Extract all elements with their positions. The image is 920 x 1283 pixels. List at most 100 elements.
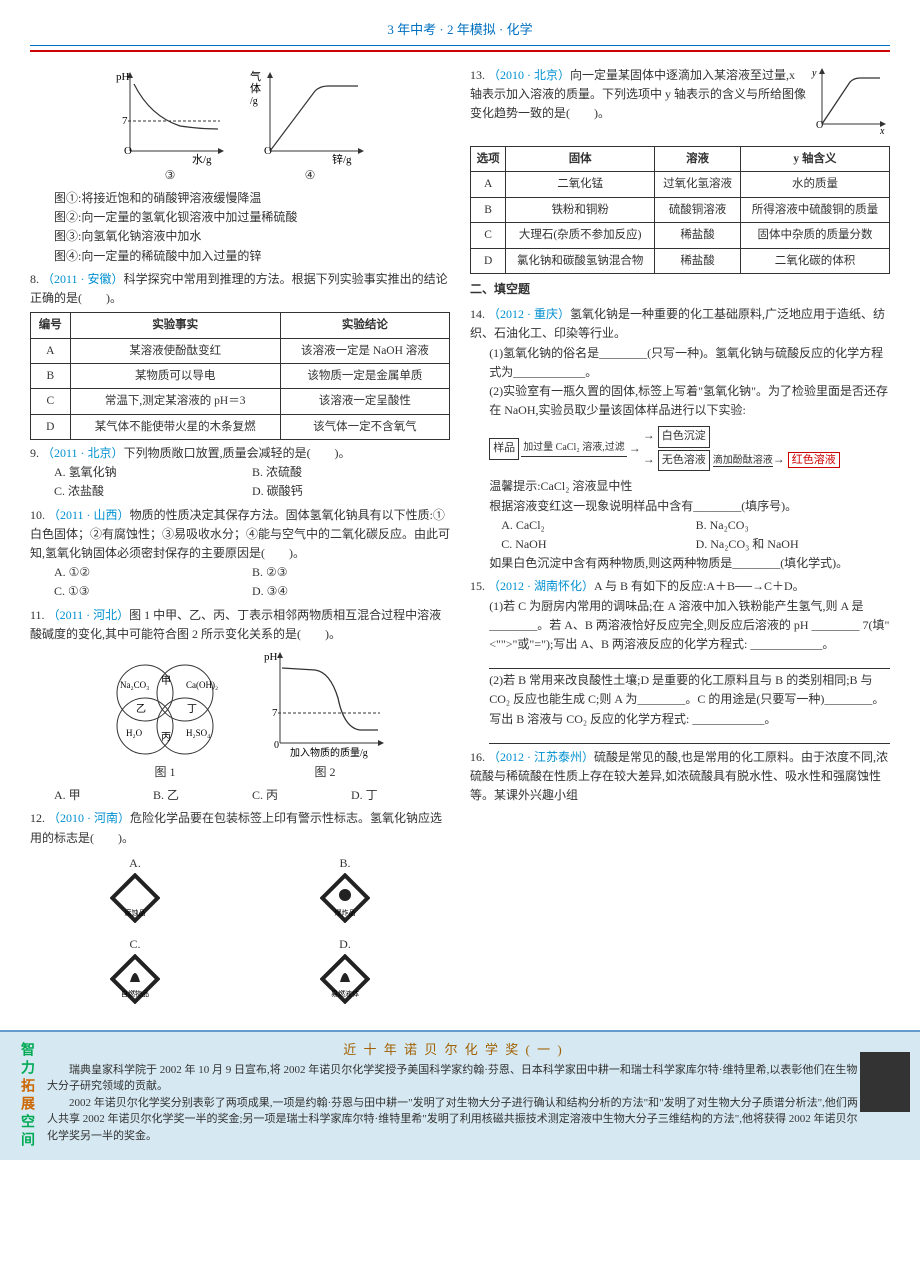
q8-num: 8. <box>30 272 39 286</box>
q14-p1: (1)氢氧化钠的俗名是________(只写一种)。氢氧化钠与硫酸反应的化学方程… <box>489 344 890 382</box>
q14-c: C. NaOH <box>501 535 695 554</box>
q13-graph: y x O <box>810 66 890 136</box>
q12-num: 12. <box>30 811 45 825</box>
svg-text:锌/g: 锌/g <box>332 152 352 166</box>
q9-stem: 下列物质敞口放置,质量会减轻的是( )。 <box>124 446 351 460</box>
svg-text:H₂O: H₂O <box>126 728 143 738</box>
fig2-label: 图 2 <box>260 763 390 782</box>
svg-text:O: O <box>264 145 272 157</box>
svg-text:丁: 丁 <box>187 704 197 715</box>
svg-text:腐蚀品: 腐蚀品 <box>125 908 146 917</box>
hazard-c: C. 自燃物品 <box>105 935 165 1010</box>
q12: 12. （2010 · 河南）危险化学品要在包装标签上印有警示性标志。氢氧化钠应… <box>30 809 450 1010</box>
svg-text:甲: 甲 <box>161 676 171 687</box>
q14-hint: 温馨提示:CaCl₂ 溶液显中性 <box>489 477 890 496</box>
q10-a: A. ①② <box>54 563 252 582</box>
q14-num: 14. <box>470 307 485 321</box>
q9-c: C. 浓盐酸 <box>54 482 252 501</box>
q14-p2a: (2)实验室有一瓶久置的固体,标签上写着"氢氧化钠"。为了检验里面是否还存在 N… <box>489 382 890 420</box>
q11-num: 11. <box>30 608 45 622</box>
header-rule <box>30 50 890 52</box>
venn-diagram: Na₂CO₃ Ca(OH)₂ H₂O H₂SO₄ 甲 乙 丙 丁 <box>90 648 240 763</box>
q11-a: A. 甲 <box>54 786 153 805</box>
q16-source: （2012 · 江苏泰州） <box>488 750 594 764</box>
q15: 15. （2012 · 湖南怀化）A 与 B 有如下的反应:A＋B──→C＋D。… <box>470 577 890 743</box>
svg-text:水/g: 水/g <box>192 153 212 166</box>
footer-title: 近 十 年 诺 贝 尔 化 学 奖 ( 一 ) <box>47 1040 860 1060</box>
footer-body: 瑞典皇家科学院于 2002 年 10 月 9 日宣布,将 2002 年诺贝尔化学… <box>47 1062 860 1145</box>
svg-text:气: 气 <box>250 69 261 83</box>
svg-text:pH: pH <box>116 71 130 83</box>
q14-d: D. Na₂CO₃ 和 NaOH <box>696 535 890 554</box>
q8-source: （2011 · 安徽） <box>42 272 124 286</box>
q7-opt-b: 图②:向一定量的氢氧化钡溶液中加过量稀硫酸 <box>54 208 450 227</box>
fig1-label: 图 1 <box>90 763 240 782</box>
svg-text:易燃液体: 易燃液体 <box>331 989 359 998</box>
content-columns: pH 水/g O 7 ③ 气体/g 锌/g O ④ 图①:将 <box>30 62 890 1017</box>
q8-table: 编号实验事实实验结论 A某溶液使酚酞变红该溶液一定是 NaOH 溶液 B某物质可… <box>30 312 450 440</box>
ph-curve: pH 7 0 加入物质的质量/g <box>260 648 390 763</box>
q16: 16. （2012 · 江苏泰州）硫酸是常见的酸,也是常用的化工原料。由于浓度不… <box>470 748 890 806</box>
hazard-a: A. 腐蚀品 <box>105 854 165 929</box>
section-2-title: 二、填空题 <box>470 280 890 299</box>
q12-source: （2010 · 河南） <box>48 811 130 825</box>
q13-table: 选项固体溶液y 轴含义 A二氧化锰过氧化氢溶液水的质量 B铁粉和铜粉硫酸铜溶液所… <box>470 146 890 274</box>
q14-p2c: 如果白色沉淀中含有两种物质,则这两种物质是________(填化学式)。 <box>489 554 890 573</box>
q15-source: （2012 · 湖南怀化） <box>488 579 594 593</box>
graph-num-3: ③ <box>110 166 230 185</box>
q11-b: B. 乙 <box>153 786 252 805</box>
q10-b: B. ②③ <box>252 563 450 582</box>
q10: 10. （2011 · 山西）物质的性质决定其保存方法。固体氢氧化钠具有以下性质… <box>30 506 450 602</box>
q7-opt-c: 图③:向氢氧化钠溶液中加水 <box>54 227 450 246</box>
q11: 11. （2011 · 河北）图 1 中甲、乙、丙、丁表示相邻两物质相互混合过程… <box>30 606 450 806</box>
q9-d: D. 碳酸钙 <box>252 482 450 501</box>
svg-text:pH: pH <box>264 651 278 663</box>
svg-text:爆炸品: 爆炸品 <box>335 908 356 917</box>
q15-p1: (1)若 C 为厨房内常用的调味品;在 A 溶液中加入铁粉能产生氢气,则 A 是… <box>489 597 890 655</box>
svg-text:乙: 乙 <box>136 703 146 715</box>
q11-source: （2011 · 河北） <box>48 608 130 622</box>
q15-stem: A 与 B 有如下的反应:A＋B──→C＋D。 <box>594 579 805 593</box>
q14-b: B. Na₂CO₃ <box>696 516 890 535</box>
footer-side-label: 智力拓展空间 <box>12 1040 41 1152</box>
svg-text:7: 7 <box>122 115 128 127</box>
q14-p2b: 根据溶液变红这一现象说明样品中含有________(填序号)。 <box>489 497 890 516</box>
svg-text:O: O <box>124 145 132 157</box>
svg-text:O: O <box>816 120 823 131</box>
hazard-b: B. 爆炸品 <box>315 854 375 929</box>
graph-num-4: ④ <box>250 166 370 185</box>
q10-source: （2011 · 山西） <box>48 508 130 522</box>
q9: 9. （2011 · 北京）下列物质敞口放置,质量会减轻的是( )。 A. 氢氧… <box>30 444 450 502</box>
graph-ph-water: pH 水/g O 7 <box>110 66 230 166</box>
svg-text:加入物质的质量/g: 加入物质的质量/g <box>290 746 368 759</box>
svg-text:自燃物品: 自燃物品 <box>121 989 149 998</box>
q7-graphs: pH 水/g O 7 ③ 气体/g 锌/g O ④ <box>30 66 450 185</box>
q13: y x O 13. （2010 · 北京）向一定量某固体中逐滴加入某溶液至过量,… <box>470 66 890 274</box>
footer: 智力拓展空间 近 十 年 诺 贝 尔 化 学 奖 ( 一 ) 瑞典皇家科学院于 … <box>0 1030 920 1160</box>
svg-text:y: y <box>811 68 817 79</box>
svg-text:7: 7 <box>272 707 278 719</box>
svg-text:丙: 丙 <box>161 732 171 743</box>
footer-photo <box>860 1052 910 1112</box>
q9-num: 9. <box>30 446 39 460</box>
svg-text:x: x <box>879 126 885 136</box>
q13-num: 13. <box>470 68 485 82</box>
q7-opt-d: 图④:向一定量的稀硫酸中加入过量的锌 <box>54 247 450 266</box>
q10-c: C. ①③ <box>54 582 252 601</box>
q8: 8. （2011 · 安徽）科学探究中常用到推理的方法。根据下列实验事实推出的结… <box>30 270 450 440</box>
q11-c: C. 丙 <box>252 786 351 805</box>
svg-text:0: 0 <box>274 740 279 751</box>
graph-gas-zinc: 气体/g 锌/g O <box>250 66 370 166</box>
q7-options: 图①:将接近饱和的硝酸钾溶液缓慢降温 图②:向一定量的氢氧化钡溶液中加过量稀硫酸… <box>30 189 450 266</box>
q14-a: A. CaCl₂ <box>501 516 695 535</box>
q14: 14. （2012 · 重庆）氢氧化钠是一种重要的化工基础原料,广泛地应用于造纸… <box>470 305 890 573</box>
q10-num: 10. <box>30 508 45 522</box>
svg-text:/g: /g <box>250 96 258 107</box>
q9-a: A. 氢氧化钠 <box>54 463 252 482</box>
q9-source: （2011 · 北京） <box>42 446 124 460</box>
q16-num: 16. <box>470 750 485 764</box>
svg-text:Na₂CO₃: Na₂CO₃ <box>120 680 149 690</box>
q14-source: （2012 · 重庆） <box>488 307 570 321</box>
q9-b: B. 浓硫酸 <box>252 463 450 482</box>
hazard-d: D. 易燃液体 <box>315 935 375 1010</box>
